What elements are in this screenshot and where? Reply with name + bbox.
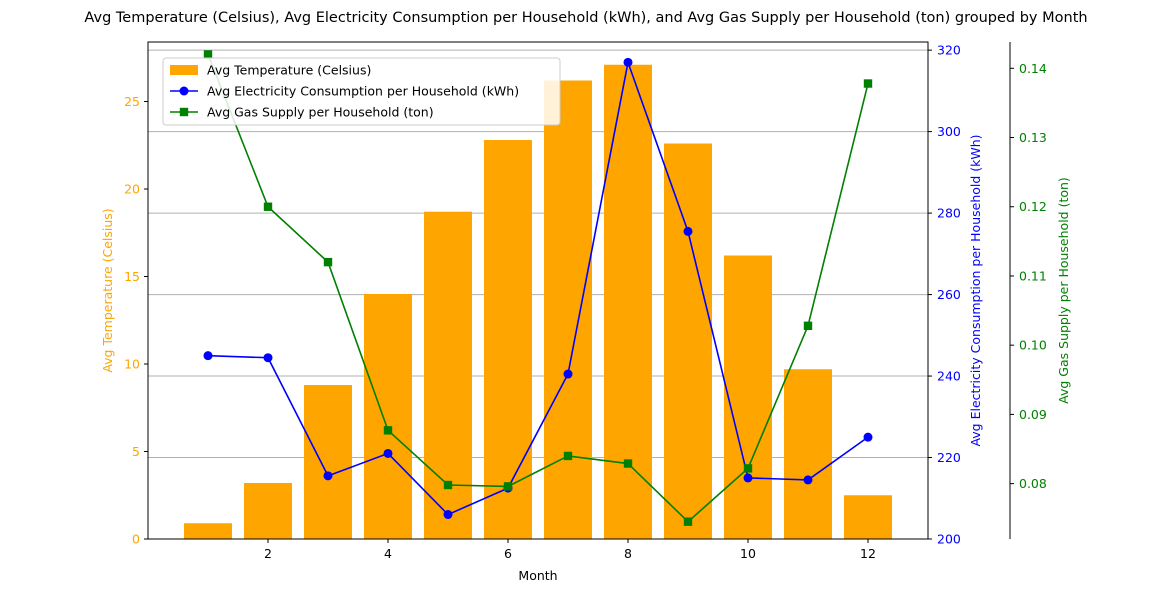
bar	[184, 523, 232, 539]
right-tick-label: 200	[937, 532, 961, 547]
series-point	[323, 257, 333, 267]
x-tick-label: 10	[740, 546, 756, 561]
right-tick-label: 280	[937, 206, 961, 221]
outer-tick-label: 0.14	[1019, 61, 1047, 76]
right-tick-label: 260	[937, 287, 961, 302]
left-axis-label: Avg Temperature (Celsius)	[100, 208, 115, 372]
x-tick-label: 4	[384, 546, 392, 561]
outer-tick-label: 0.12	[1019, 199, 1047, 214]
legend[interactable]: Avg Temperature (Celsius) Avg Electricity…	[162, 57, 561, 126]
series-point	[743, 473, 753, 483]
legend-marker	[179, 86, 189, 96]
legend-label: Avg Electricity Consumption per Househol…	[207, 84, 519, 99]
series-point	[683, 226, 693, 236]
right-tick-label: 220	[937, 450, 961, 465]
series-point	[443, 510, 453, 520]
series-point	[863, 432, 873, 442]
series-point	[623, 459, 633, 468]
x-tick-label: 6	[504, 546, 512, 561]
bar-series	[184, 64, 892, 539]
outer-axis-label: Avg Gas Supply per Household (ton)	[1056, 177, 1071, 404]
left-tick-label: 10	[124, 357, 140, 372]
series-point	[383, 448, 393, 458]
bar	[304, 385, 352, 539]
series-point	[683, 517, 693, 526]
x-tick-label: 2	[264, 546, 272, 561]
series-point	[263, 202, 273, 211]
bar	[604, 64, 652, 539]
legend-marker	[179, 107, 189, 117]
bar	[664, 143, 712, 539]
legend-box	[162, 57, 561, 126]
bar	[244, 483, 292, 539]
chart-title: Avg Temperature (Celsius), Avg Electrici…	[84, 10, 1087, 26]
series-point	[383, 426, 393, 435]
x-tick-label: 8	[624, 546, 632, 561]
series-point	[623, 57, 633, 67]
series-point	[563, 369, 573, 379]
series-line	[207, 59, 869, 516]
bar	[784, 369, 832, 539]
right-tick-label: 300	[937, 124, 961, 139]
line-series	[203, 50, 873, 526]
outer-tick-label: 0.08	[1019, 476, 1047, 491]
axes: 2 4 6 8 10 12 Month 0 5 10 15 20 25 Avg Temperature (…	[100, 42, 1071, 583]
right-tick-label: 240	[937, 369, 961, 384]
x-axis-label: Month	[518, 568, 557, 583]
outer-tick-label: 0.13	[1019, 130, 1047, 145]
left-tick-label: 15	[124, 269, 140, 284]
left-tick-label: 20	[124, 182, 140, 197]
series-point	[803, 321, 813, 331]
series-point	[803, 475, 813, 485]
left-tick-label: 5	[132, 444, 140, 459]
legend-label: Avg Gas Supply per Household (ton)	[207, 105, 434, 120]
plot-frame	[147, 41, 929, 540]
series-point	[263, 353, 273, 363]
series-point	[443, 480, 453, 490]
legend-label: Avg Temperature (Celsius)	[207, 63, 371, 78]
right-axis-label: Avg Electricity Consumption per Househol…	[968, 134, 983, 446]
bar	[724, 255, 772, 539]
left-tick-label: 0	[132, 532, 140, 547]
bar	[424, 211, 472, 539]
bar	[544, 80, 592, 539]
bar	[844, 495, 892, 539]
series-point	[203, 50, 213, 59]
legend-swatch	[170, 65, 198, 75]
series-point	[863, 79, 873, 88]
series-point	[743, 464, 753, 473]
left-tick-label: 25	[124, 94, 140, 109]
outer-tick-label: 0.09	[1019, 407, 1047, 422]
series-point	[503, 482, 513, 491]
outer-tick-label: 0.10	[1019, 338, 1047, 353]
bar	[484, 140, 532, 539]
series-line	[207, 54, 869, 523]
bar	[364, 294, 412, 539]
outer-tick-label: 0.11	[1019, 268, 1047, 283]
series-point	[563, 451, 573, 461]
right-tick-label: 320	[937, 43, 961, 58]
series-point	[203, 351, 213, 361]
series-point	[323, 471, 333, 481]
x-tick-label: 12	[860, 546, 876, 561]
